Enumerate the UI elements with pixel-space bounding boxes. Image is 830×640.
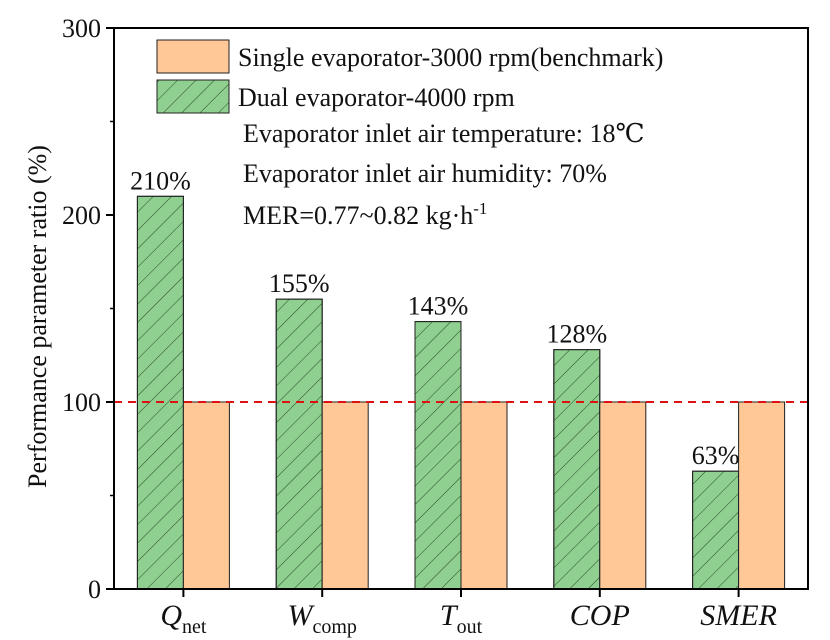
y-axis-label: Performance parameter ratio (%) bbox=[23, 145, 52, 488]
legend-swatch-dual-hatch bbox=[156, 79, 230, 114]
x-tick-main-3: COP bbox=[570, 599, 630, 632]
annotation-temperature: Evaporator inlet air temperature: 18℃ bbox=[243, 119, 645, 148]
bar-dual-hatch-0 bbox=[136, 195, 184, 590]
x-tick-main-0: Q bbox=[160, 599, 182, 632]
data-label-2: 143% bbox=[408, 292, 469, 321]
bar-single-2 bbox=[460, 401, 508, 590]
legend-label-dual: Dual evaporator-4000 rpm bbox=[238, 83, 515, 112]
x-tick-sub-1: comp bbox=[312, 616, 356, 638]
x-tick-label-2: Tout bbox=[440, 599, 483, 638]
bar-dual-hatch-3 bbox=[553, 349, 601, 590]
data-labels: 210% 155% 143% 128% 63% bbox=[130, 166, 739, 470]
x-tick-main-1: W bbox=[287, 599, 315, 632]
data-label-4: 63% bbox=[692, 441, 740, 470]
y-tick-label-2: 200 bbox=[62, 201, 101, 230]
bar-dual-hatch-1 bbox=[275, 298, 323, 590]
bar-single-4 bbox=[738, 401, 786, 590]
x-tick-sub-0: net bbox=[182, 616, 207, 638]
bar-dual-hatch-2 bbox=[414, 321, 462, 590]
y-tick-label-1: 100 bbox=[62, 388, 101, 417]
annotation-mer-sup: -1 bbox=[473, 199, 487, 218]
x-tick-main-4: SMER bbox=[700, 599, 777, 632]
x-tick-main-2: T bbox=[440, 599, 459, 632]
annotation-mer-text: MER=0.77~0.82 kg·h bbox=[243, 201, 473, 230]
bar-single-0 bbox=[182, 401, 230, 590]
x-tick-label-3: COP bbox=[570, 599, 630, 632]
annotation-humidity: Evaporator inlet air humidity: 70% bbox=[243, 159, 607, 188]
x-tick-label-1: Wcomp bbox=[287, 599, 356, 638]
legend: Single evaporator-3000 rpm(benchmark) Du… bbox=[156, 39, 663, 114]
data-label-0: 210% bbox=[130, 166, 191, 195]
y-tick-label-0: 0 bbox=[88, 575, 101, 604]
y-axis-ticks: 0 100 200 300 bbox=[62, 14, 114, 604]
x-tick-label-4: SMER bbox=[700, 599, 777, 632]
legend-label-single: Single evaporator-3000 rpm(benchmark) bbox=[238, 43, 663, 72]
data-label-1: 155% bbox=[269, 269, 330, 298]
bar-single-1 bbox=[321, 401, 369, 590]
bar-dual-hatch-4 bbox=[692, 470, 740, 590]
annotations: Evaporator inlet air temperature: 18℃ Ev… bbox=[243, 119, 645, 230]
y-tick-label-3: 300 bbox=[62, 14, 101, 43]
x-tick-label-0: Qnet bbox=[160, 599, 207, 638]
x-tick-sub-2: out bbox=[457, 616, 483, 638]
bar-single-3 bbox=[599, 401, 647, 590]
legend-swatch-single bbox=[156, 39, 230, 74]
series-dual-bars bbox=[136, 195, 740, 590]
x-axis-ticks: Qnet Wcomp Tout COP SMER bbox=[160, 589, 777, 638]
data-label-3: 128% bbox=[546, 320, 607, 349]
annotation-mer: MER=0.77~0.82 kg·h-1 bbox=[243, 199, 487, 230]
